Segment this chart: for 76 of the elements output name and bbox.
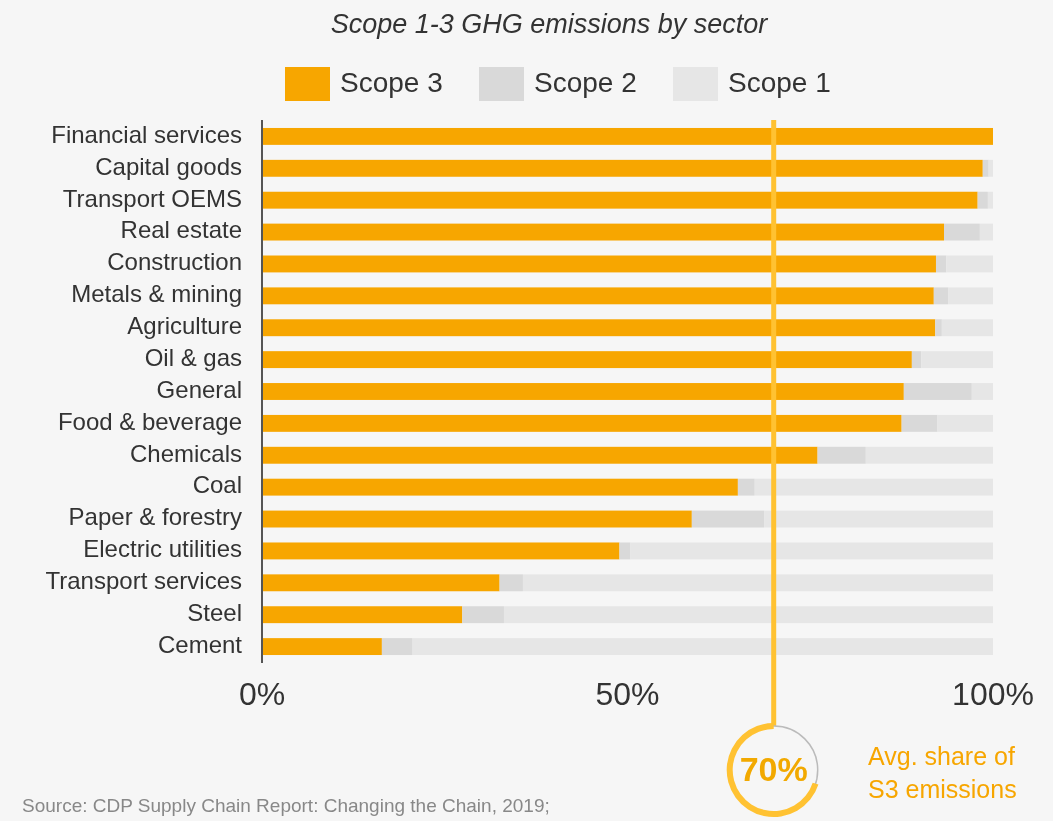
legend-label: Scope 2: [534, 67, 637, 99]
bar: [262, 223, 945, 241]
bar: [941, 319, 993, 337]
bar: [262, 255, 936, 273]
bar: [503, 606, 993, 624]
bar: [522, 574, 993, 592]
bar: [262, 351, 912, 369]
bar: [262, 478, 738, 496]
bar: [412, 638, 993, 656]
y-tick-label: Transport OEMS: [62, 184, 242, 212]
y-tick-label: Food & beverage: [57, 407, 242, 435]
bar: [977, 191, 988, 209]
y-tick-label: Agriculture: [127, 312, 242, 340]
bar: [865, 446, 993, 464]
bar: [262, 542, 620, 560]
bar: [935, 319, 942, 337]
y-tick-label: Real estate: [120, 216, 242, 244]
bar: [262, 191, 978, 209]
ref-line-label: 70%: [739, 749, 808, 788]
bar: [262, 159, 983, 177]
bar: [988, 159, 993, 177]
bar: [948, 287, 993, 305]
y-tick-label: Metals & mining: [71, 280, 242, 308]
bar: [262, 383, 904, 400]
y-tick-label: Construction: [107, 248, 242, 276]
bar: [971, 383, 993, 400]
bar: [944, 223, 980, 241]
bar: [462, 606, 504, 624]
text: Avg. share of S3 emissions: [868, 742, 1017, 803]
bar: [935, 255, 947, 273]
bar: [911, 351, 922, 369]
bar: [987, 191, 993, 209]
legend-label: Scope 3: [340, 67, 443, 99]
bar: [262, 638, 382, 656]
bar: [754, 478, 993, 496]
source-note: Source: CDP Supply Chain Report: Changing the Chain, 2019;: [22, 795, 550, 816]
bar: [619, 542, 631, 560]
bar: [262, 127, 993, 145]
bar: [937, 414, 993, 432]
bar: [691, 510, 765, 528]
y-tick-label: General: [156, 375, 242, 403]
y-tick-label: Paper & forestry: [68, 503, 242, 531]
y-tick-label: Steel: [187, 599, 242, 627]
bar: [903, 383, 972, 400]
legend-label: Scope 1: [728, 67, 831, 99]
bar: [262, 510, 692, 528]
y-tick-label: Electric utilities: [83, 535, 242, 563]
bar: [499, 574, 523, 592]
bar: [262, 606, 463, 624]
y-tick-label: Financial services: [51, 120, 242, 148]
y-tick-label: Transport services: [45, 567, 242, 595]
bar: [817, 446, 866, 464]
bar: [979, 223, 993, 241]
bar: [381, 638, 413, 656]
bar: [764, 510, 993, 528]
bar: [262, 287, 934, 305]
x-tick-label: 0%: [238, 676, 286, 712]
bar: [982, 159, 989, 177]
bar: [630, 542, 993, 560]
x-tick-label: 50%: [595, 676, 660, 712]
bar: [946, 255, 993, 273]
y-tick-label: Chemicals: [129, 439, 242, 467]
y-tick-label: Oil & gas: [144, 343, 242, 371]
bar: [262, 414, 902, 432]
bar: [262, 446, 818, 464]
bar: [901, 414, 938, 432]
bar: [262, 574, 500, 592]
bar: [737, 478, 755, 496]
y-tick-label: Capital goods: [95, 152, 242, 180]
bar: [933, 287, 949, 305]
bar: [921, 351, 993, 369]
y-tick-label: Cement: [157, 630, 243, 658]
bar: [262, 319, 936, 337]
chart-title: Scope 1-3 GHG emissions by sector: [330, 9, 769, 39]
y-tick-label: Coal: [192, 471, 242, 499]
x-tick-label: 100%: [952, 676, 1034, 712]
